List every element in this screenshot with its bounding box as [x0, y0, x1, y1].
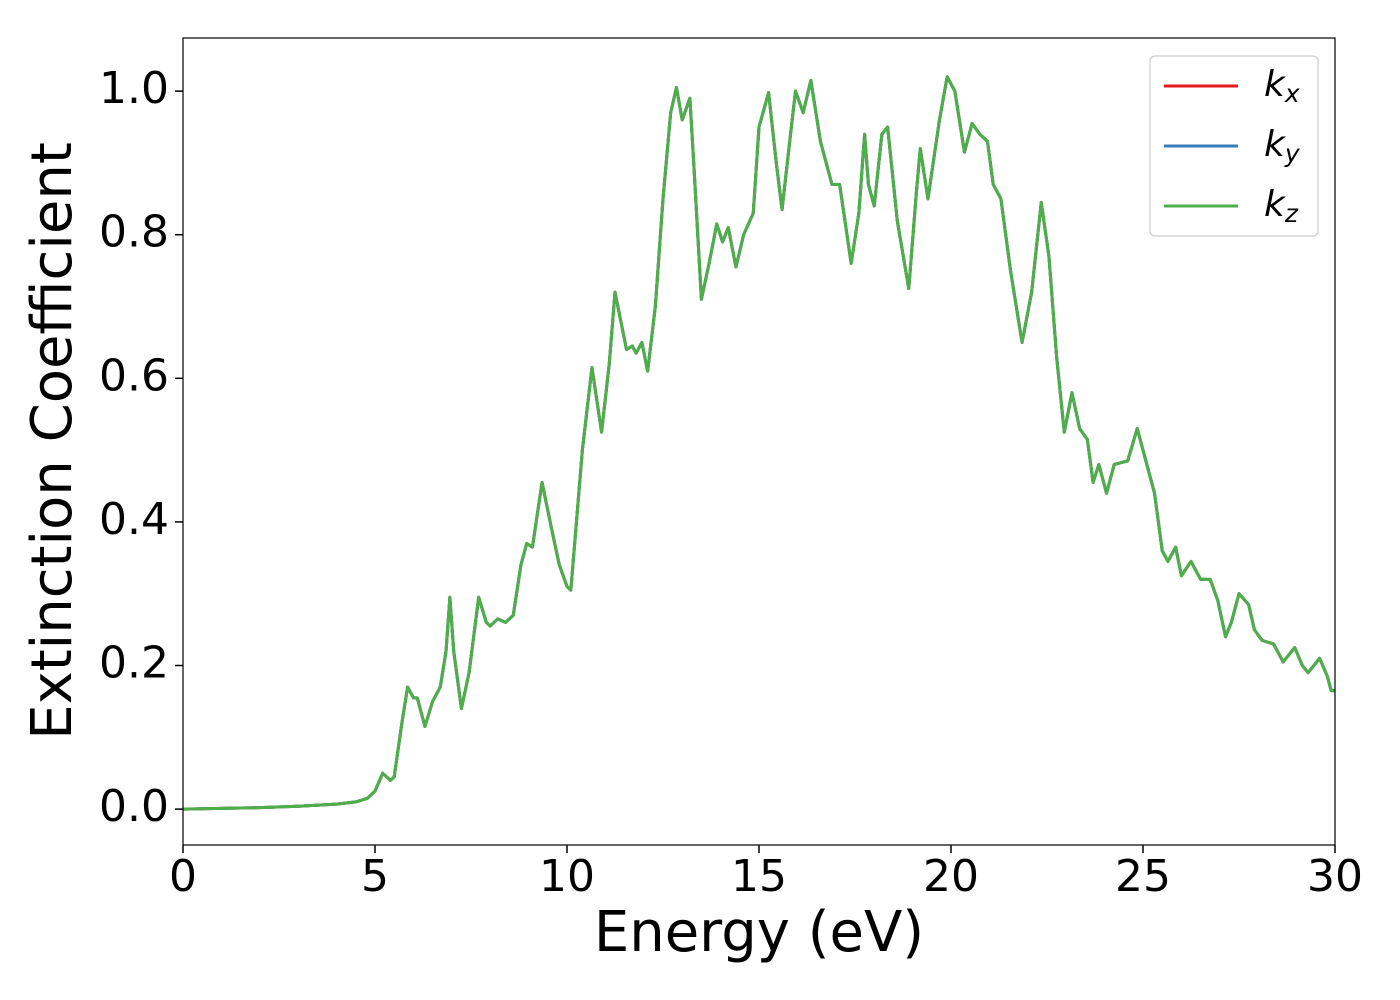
plot-area: [183, 75, 1335, 811]
x-tick-label: 0: [169, 851, 197, 902]
data-line: [183, 75, 1335, 811]
x-tick-label: 10: [539, 851, 595, 902]
x-tick-label: 25: [1115, 851, 1171, 902]
x-tick-label: 30: [1307, 851, 1363, 902]
y-tick-label: 0.8: [99, 207, 169, 258]
y-tick-label: 0.2: [99, 638, 169, 689]
legend-label: ky: [1264, 124, 1301, 168]
y-tick-label: 1.0: [99, 63, 169, 114]
legend-label: kx: [1264, 64, 1300, 108]
x-axis-label: Energy (eV): [594, 900, 924, 965]
x-tick-label: 15: [731, 851, 787, 902]
x-tick-label: 5: [361, 851, 389, 902]
y-tick-label: 0.4: [99, 494, 169, 545]
y-tick-label: 0.0: [99, 781, 169, 832]
y-axis-label: Extinction Coefficient: [20, 142, 85, 740]
y-tick-label: 0.6: [99, 350, 169, 401]
plot-frame: [182, 37, 1336, 846]
legend-label: kz: [1264, 184, 1299, 228]
x-tick-label: 20: [923, 851, 979, 902]
